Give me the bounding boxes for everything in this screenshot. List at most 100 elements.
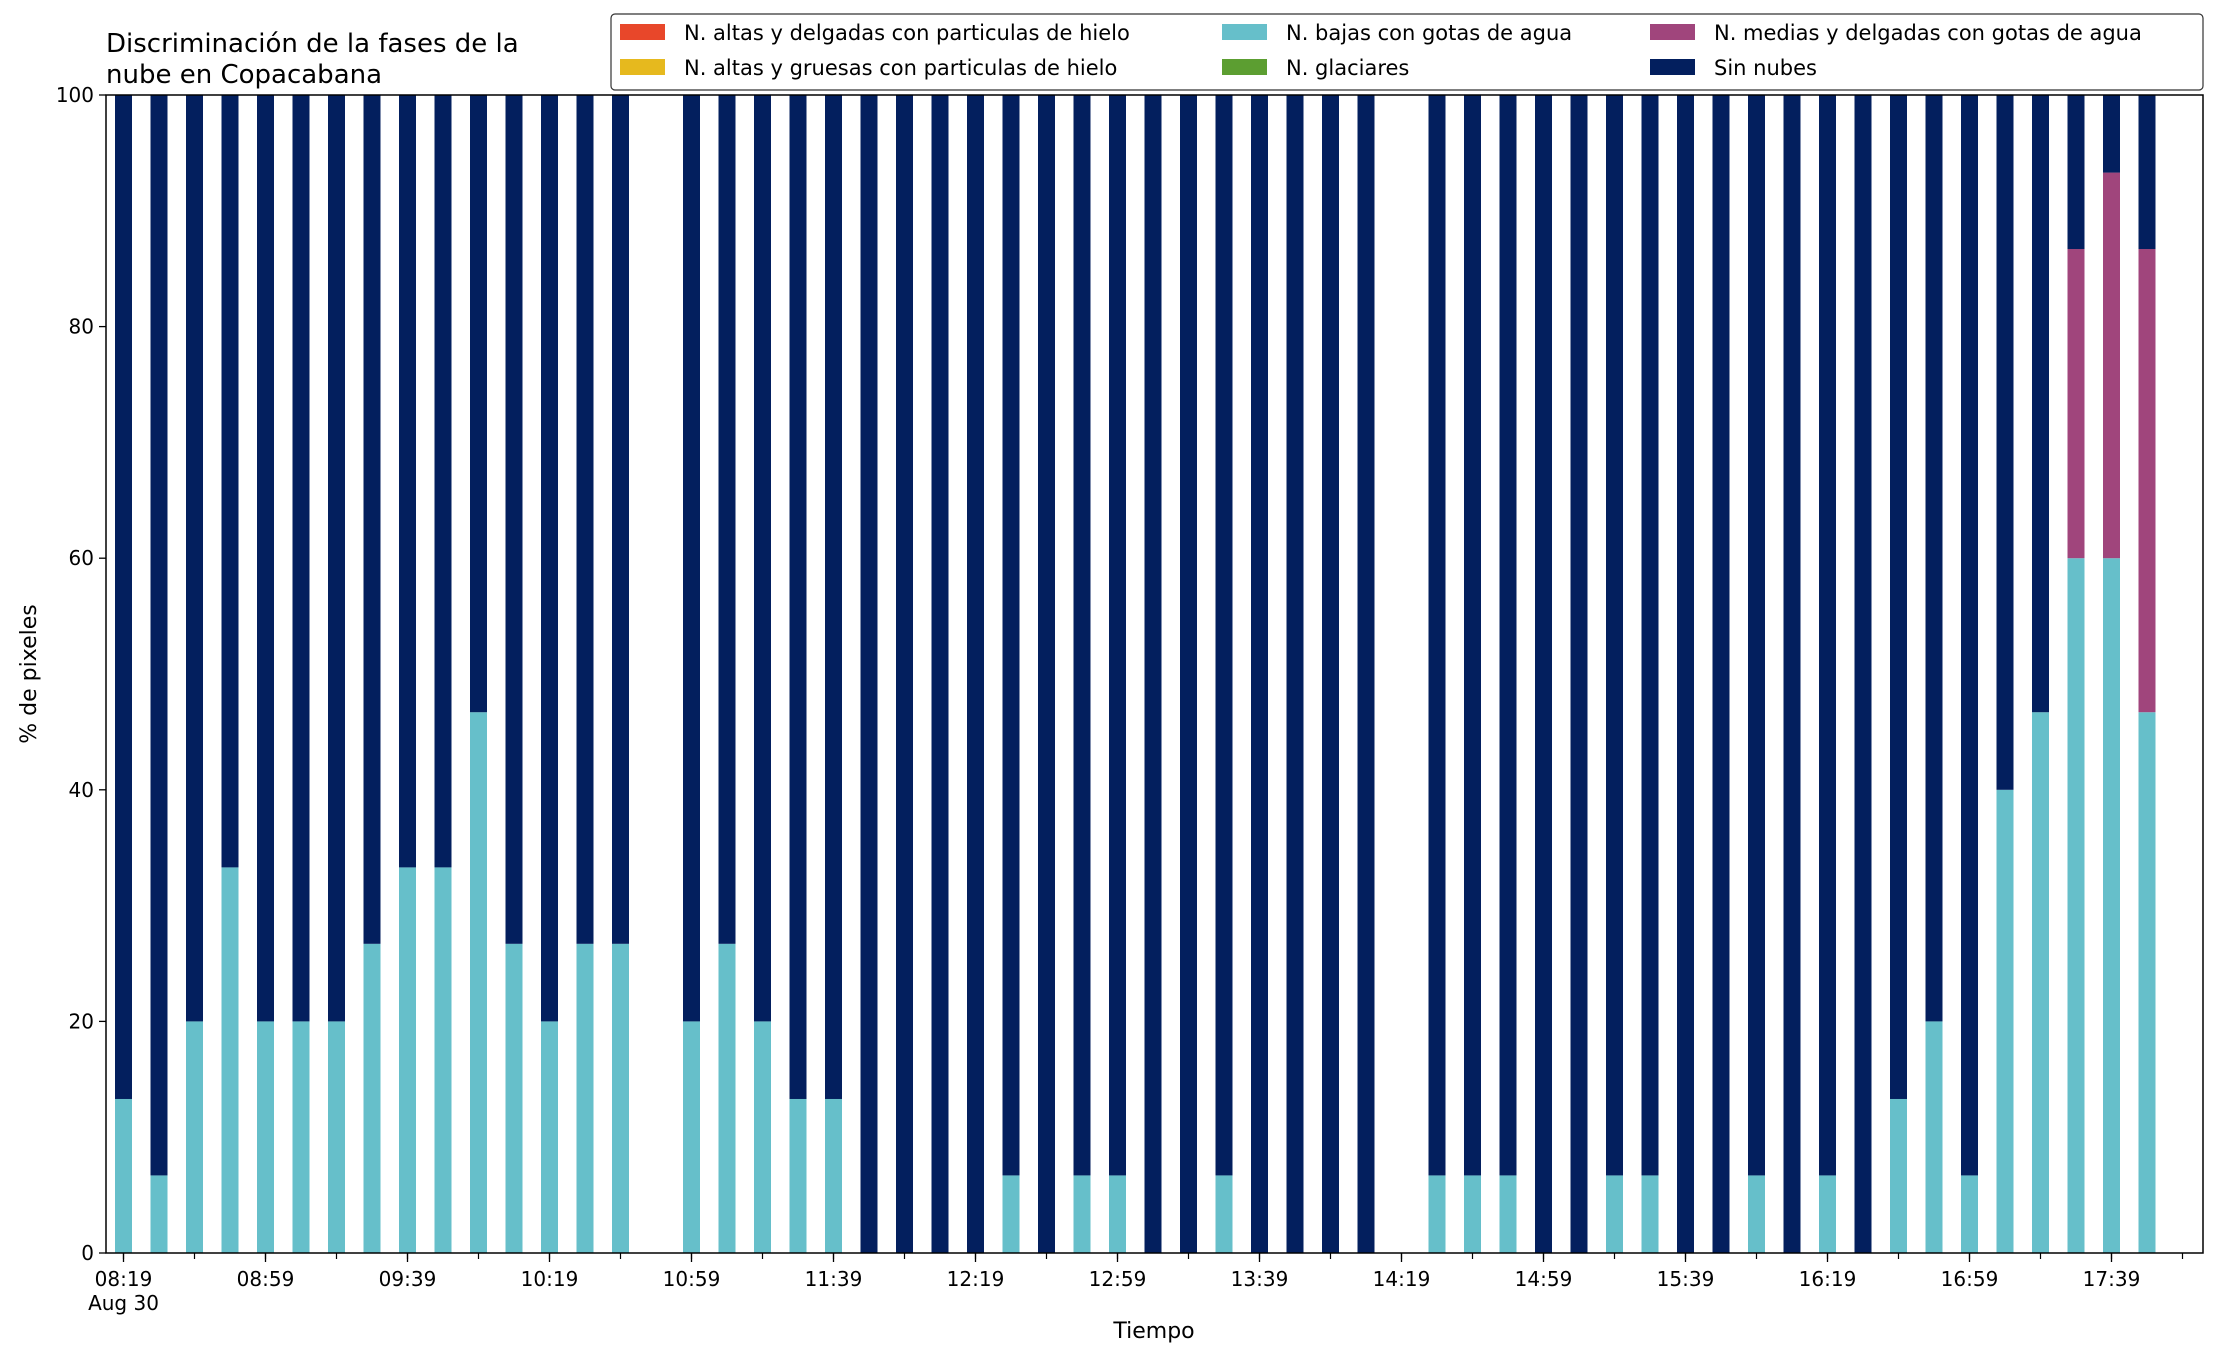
legend-swatch	[1650, 24, 1695, 40]
bar-segment-bajas	[825, 1098, 842, 1253]
x-tick-label: 11:39	[805, 1267, 863, 1291]
y-axis-label: % de pixeles	[17, 604, 42, 743]
legend-swatch	[1222, 59, 1267, 75]
bar-segment-sin-nubes	[1641, 95, 1659, 1176]
x-tick-label: 12:59	[1089, 1267, 1147, 1291]
x-tick-label: 16:59	[1941, 1267, 1999, 1291]
x-tick-label: 08:19	[95, 1267, 153, 1291]
bar-segment-sin-nubes	[1570, 95, 1588, 1253]
bar-segment-sin-nubes	[1144, 95, 1162, 1253]
bar-segment-sin-nubes	[967, 95, 984, 1253]
bar-segment-bajas	[1996, 789, 2014, 1253]
bar-segment-sin-nubes	[1286, 95, 1304, 1253]
x-tick-label: 08:59	[237, 1267, 295, 1291]
bar-segment-bajas	[399, 867, 416, 1253]
bar-segment-sin-nubes	[2032, 95, 2049, 713]
bar-segment-bajas	[683, 1021, 700, 1253]
x-tick-label: 14:19	[1373, 1267, 1431, 1291]
bar-segment-sin-nubes	[789, 95, 807, 1099]
bar-segment-sin-nubes	[612, 95, 629, 944]
bar-segment-sin-nubes	[541, 95, 558, 1022]
bar-segment-sin-nubes	[1854, 95, 1872, 1253]
bar-segment-bajas	[2067, 558, 2085, 1253]
bar-segment-bajas	[115, 1098, 132, 1253]
x-tick-label: 17:39	[2083, 1267, 2141, 1291]
bar-segment-sin-nubes	[399, 95, 416, 868]
bar-segment-sin-nubes	[1535, 95, 1552, 1253]
bar-segment-sin-nubes	[1357, 95, 1375, 1253]
bar-segment-sin-nubes	[1819, 95, 1836, 1176]
bar-segment-sin-nubes	[576, 95, 594, 944]
bar-segment-sin-nubes	[683, 95, 700, 1022]
bar-segment-bajas	[541, 1021, 558, 1253]
bar-segment-medias	[2067, 249, 2085, 559]
bar-segment-sin-nubes	[257, 95, 274, 1022]
bar-segment-bajas	[505, 943, 523, 1253]
chart-title-line: Discriminación de la fases de la	[106, 29, 519, 59]
bar-segment-bajas	[1925, 1021, 1943, 1253]
bar-segment-bajas	[576, 943, 594, 1253]
bar-segment-bajas	[434, 867, 452, 1253]
bar-segment-sin-nubes	[1002, 95, 1020, 1176]
bar-segment-sin-nubes	[2103, 95, 2120, 173]
bar-segment-sin-nubes	[718, 95, 736, 944]
legend-label: N. altas y gruesas con particulas de hie…	[684, 56, 1117, 80]
bar-segment-sin-nubes	[186, 95, 203, 1022]
bar-segment-sin-nubes	[2138, 95, 2156, 250]
bar-segment-sin-nubes	[363, 95, 381, 944]
bar-segment-sin-nubes	[221, 95, 239, 868]
legend-swatch	[1650, 59, 1695, 75]
bar-segment-sin-nubes	[1215, 95, 1233, 1176]
chart-title: Discriminación de la fases de la nube en …	[106, 29, 519, 90]
bar-segment-bajas	[2032, 712, 2049, 1253]
x-axis-label: Tiempo	[1112, 1319, 1194, 1344]
bar-segment-bajas	[1464, 1175, 1481, 1253]
y-tick-label: 40	[69, 778, 94, 802]
bar-segment-sin-nubes	[754, 95, 771, 1022]
bar-segment-sin-nubes	[1890, 95, 1907, 1099]
bar-segment-bajas	[1606, 1175, 1623, 1253]
legend-frame	[610, 13, 2204, 91]
bar-segment-medias	[2103, 172, 2120, 559]
bar-series	[115, 95, 2156, 1253]
bar-segment-bajas	[1073, 1175, 1091, 1253]
bar-segment-bajas	[470, 712, 487, 1253]
legend-swatch	[1222, 24, 1267, 40]
bar-segment-sin-nubes	[292, 95, 310, 1022]
bar-segment-medias	[2138, 249, 2156, 713]
bar-segment-sin-nubes	[825, 95, 842, 1099]
bar-segment-sin-nubes	[1499, 95, 1517, 1176]
x-tick-label: 14:59	[1515, 1267, 1573, 1291]
x-tick-label: 09:39	[379, 1267, 437, 1291]
bar-segment-sin-nubes	[505, 95, 523, 944]
bar-segment-bajas	[1428, 1175, 1446, 1253]
bar-segment-sin-nubes	[1712, 95, 1730, 1253]
bar-segment-sin-nubes	[1109, 95, 1126, 1176]
x-tick-sublabel: Aug 30	[88, 1291, 159, 1315]
bar-segment-bajas	[1109, 1175, 1126, 1253]
bar-segment-sin-nubes	[1925, 95, 1943, 1022]
bar-segment-bajas	[257, 1021, 274, 1253]
bar-segment-sin-nubes	[1748, 95, 1765, 1176]
bar-segment-sin-nubes	[860, 95, 878, 1253]
legend: N. altas y delgadas con particulas de hi…	[610, 13, 2204, 91]
bar-segment-sin-nubes	[1464, 95, 1481, 1176]
bar-segment-sin-nubes	[150, 95, 168, 1176]
bar-segment-sin-nubes	[1073, 95, 1091, 1176]
legend-label: N. medias y delgadas con gotas de agua	[1714, 21, 2142, 45]
legend-label: N. bajas con gotas de agua	[1286, 21, 1572, 45]
bar-segment-sin-nubes	[1322, 95, 1339, 1253]
bar-segment-sin-nubes	[1961, 95, 1978, 1176]
bar-segment-sin-nubes	[115, 95, 132, 1099]
bar-segment-sin-nubes	[1606, 95, 1623, 1176]
x-tick-label: 13:39	[1231, 1267, 1289, 1291]
chart-title-line: nube en Copacabana	[106, 60, 382, 90]
x-tick-label: 10:19	[521, 1267, 579, 1291]
bar-segment-bajas	[612, 943, 629, 1253]
bar-segment-bajas	[1819, 1175, 1836, 1253]
legend-swatch	[620, 24, 665, 40]
plot-frame	[105, 94, 2204, 1254]
bar-segment-sin-nubes	[434, 95, 452, 868]
